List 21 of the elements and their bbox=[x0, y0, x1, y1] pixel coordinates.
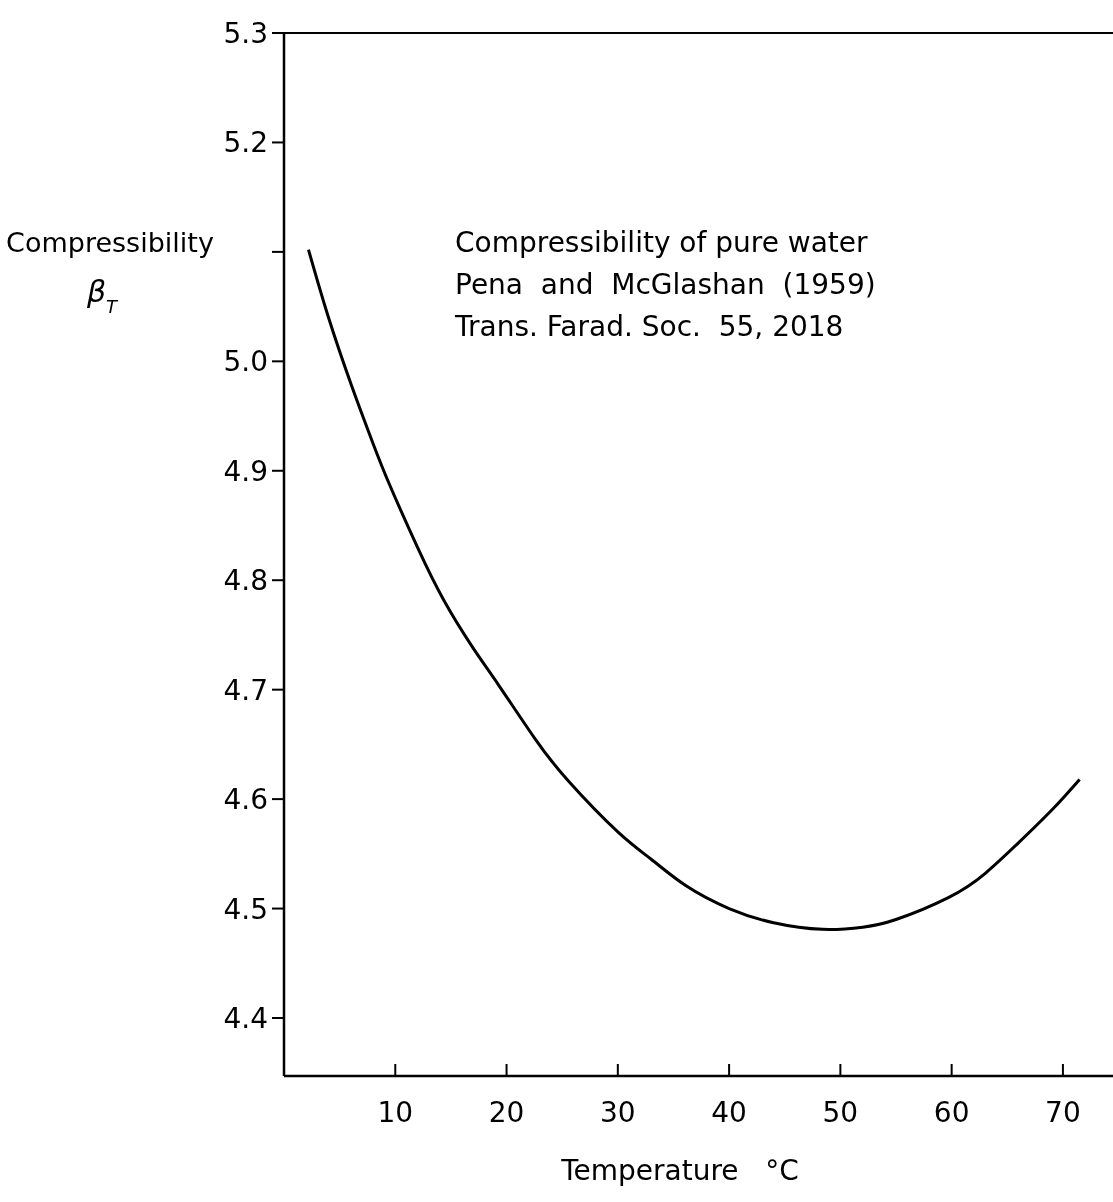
y-tick-label: 4.6 bbox=[223, 783, 268, 817]
y-tick-label: 4.5 bbox=[223, 892, 268, 926]
y-tick-label: 4.7 bbox=[223, 673, 268, 707]
y-tick-label: 5.2 bbox=[223, 126, 268, 160]
annotation: Pena and McGlashan (1959) bbox=[455, 268, 876, 301]
x-tick-label: 50 bbox=[822, 1096, 859, 1129]
x-tick-label: 60 bbox=[933, 1096, 970, 1129]
y-tick-label: 5.0 bbox=[223, 345, 268, 379]
x-axis-title: Temperature °C bbox=[560, 1154, 799, 1187]
y-tick-label: 4.4 bbox=[223, 1001, 268, 1035]
y-tick-label: 4.9 bbox=[223, 454, 268, 488]
annotation: Compressibility of pure water bbox=[455, 226, 869, 259]
x-tick-label: 40 bbox=[711, 1096, 747, 1129]
y-axis-title: Compressibility β$_{T}$ bbox=[6, 227, 214, 317]
x-tick-label: 30 bbox=[600, 1096, 636, 1129]
y-tick-label: 4.8 bbox=[223, 564, 268, 598]
y-tick-label: 5.3 bbox=[223, 17, 268, 50]
x-tick-label: 20 bbox=[488, 1096, 525, 1129]
x-tick-label: 10 bbox=[377, 1096, 414, 1129]
annotation: Trans. Farad. Soc. 55, 2018 bbox=[454, 310, 844, 343]
x-tick-label: 70 bbox=[1045, 1096, 1081, 1129]
